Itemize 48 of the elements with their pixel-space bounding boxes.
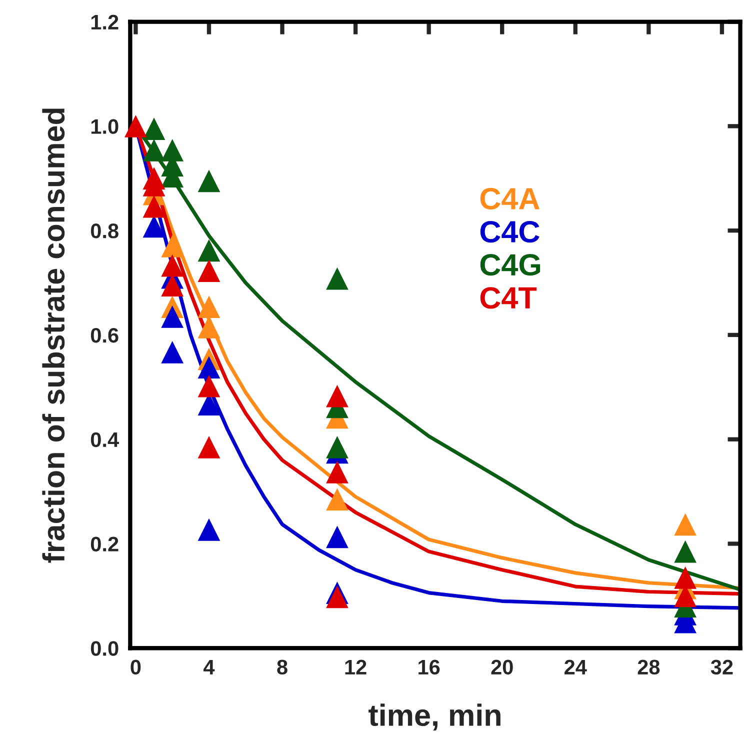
x-tick-label: 24: [564, 660, 587, 674]
point: [142, 118, 166, 140]
x-tick-label: 8: [277, 660, 288, 675]
y-tick-label: 1.0: [91, 119, 118, 134]
point: [326, 526, 348, 548]
point: [674, 566, 697, 589]
point: [142, 195, 166, 218]
point: [198, 296, 220, 318]
point: [326, 384, 348, 408]
point: [198, 260, 220, 282]
x-axis-title: time, min: [368, 704, 500, 731]
point: [198, 374, 220, 398]
x-tick-label: 12: [345, 660, 366, 674]
y-tick-label: 1.2: [91, 14, 118, 30]
text: C4T: [480, 287, 537, 309]
point: [198, 170, 220, 192]
point: [326, 586, 348, 608]
x-tick-label: 16: [418, 660, 440, 675]
point: [326, 436, 348, 458]
text: C4C: [480, 220, 540, 243]
point: [326, 488, 348, 511]
x-tick-label: 28: [638, 660, 660, 675]
point: [326, 267, 348, 290]
point: [198, 356, 220, 379]
y-tick-label: 0.4: [90, 432, 119, 448]
point: [198, 436, 220, 458]
point: [161, 305, 184, 328]
x-tick-label: 32: [710, 660, 733, 675]
text: C4A: [480, 188, 540, 210]
point: [674, 540, 697, 563]
y-tick-label: 0.8: [90, 224, 118, 238]
y-axis-title: fraction of substrate consumed: [42, 108, 65, 563]
y-tick-label: 0.2: [90, 536, 118, 552]
point: [198, 239, 220, 262]
x-tick-label: 4: [204, 660, 215, 674]
point: [142, 138, 166, 162]
x-tick-label: 0: [130, 660, 141, 675]
point: [161, 138, 184, 162]
point: [198, 518, 220, 541]
point: [161, 254, 184, 277]
point: [674, 513, 697, 536]
y-tick-label: 0.0: [90, 641, 118, 656]
y-tick-label: 0.6: [90, 328, 118, 343]
text: C4G: [480, 254, 540, 276]
point: [326, 461, 348, 484]
x-tick-label: 20: [491, 660, 513, 675]
point: [161, 340, 184, 364]
point: [124, 114, 147, 138]
